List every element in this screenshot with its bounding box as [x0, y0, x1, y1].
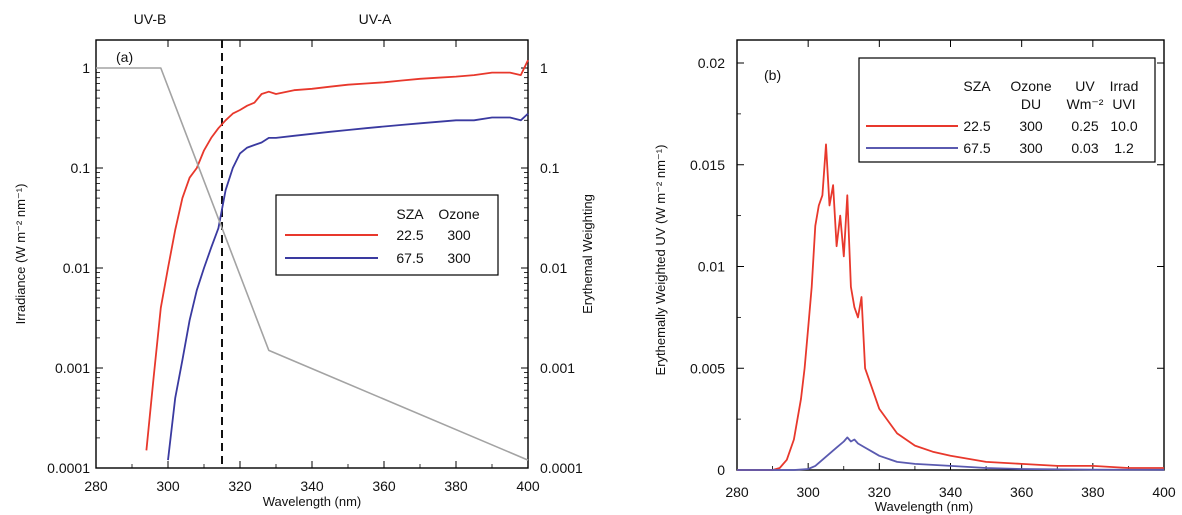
y-right-tick-label: 0.001	[540, 360, 575, 376]
series-group-b	[737, 143, 1165, 471]
legend-b: SZA Ozone UV Irrad DU Wm⁻² UVI 22.5 300 …	[858, 57, 1156, 163]
erythemal-uv-sza-22-5-line	[737, 143, 1164, 471]
legend-b-uvi-22-5: 10.0	[1110, 118, 1137, 134]
legend-b-uv-67-5: 0.03	[1071, 140, 1098, 156]
erythemal-weighting-line	[96, 67, 529, 461]
x-axis-label-b: Wavelength (nm)	[875, 499, 974, 514]
y-right-axis-label-a: Erythemal Weighting	[580, 194, 595, 314]
irradiance-sza-67-5-line	[167, 112, 529, 461]
x-tick-label: 340	[300, 478, 324, 494]
y-tick-label: 0.01	[698, 259, 725, 275]
legend-b-header-sza: SZA	[963, 78, 991, 94]
y-tick-labels-a: 0.0001 0.001 0.01 0.1 1	[47, 60, 90, 476]
y-right-tick-labels-a: 0.0001 0.001 0.01 0.1 1	[540, 60, 583, 476]
legend-b-ozone-67-5: 300	[1019, 140, 1043, 156]
x-tick-label: 380	[1081, 484, 1105, 500]
legend-sza-67-5: 67.5	[396, 250, 423, 266]
y-right-tick-label: 0.0001	[540, 460, 583, 476]
y-tick-label: 0.02	[698, 55, 725, 71]
y-tick-label: 0.001	[55, 360, 90, 376]
y-tick-label: 0.0001	[47, 460, 90, 476]
legend-header-ozone: Ozone	[438, 206, 479, 222]
x-tick-label: 360	[372, 478, 396, 494]
tick-marks-a	[95, 40, 529, 469]
x-tick-label: 320	[228, 478, 252, 494]
x-tick-label: 300	[796, 484, 820, 500]
x-tick-labels-b: 280 300 320 340 360 380 400	[725, 484, 1176, 500]
y-tick-label: 0.005	[690, 360, 725, 376]
irradiance-sza-22-5-line	[145, 59, 529, 451]
legend-ozone-22-5: 300	[447, 227, 471, 243]
erythemal-uv-sza-67-5-line	[737, 436, 1165, 471]
panel-label-a: (a)	[116, 49, 133, 65]
region-label-uvb: UV-B	[134, 11, 167, 27]
panel-b: (b) 0 0.005 0.01 0.015 0.02 280 300 320 340 360 3…	[653, 39, 1176, 514]
legend-b-uvi-67-5: 1.2	[1114, 140, 1134, 156]
x-tick-label: 280	[84, 478, 108, 494]
y-tick-label: 0	[717, 462, 725, 478]
x-tick-labels-a: 280 300 320 340 360 380 400	[84, 478, 540, 494]
panel-label-b: (b)	[764, 67, 781, 83]
legend-b-sza-22-5: 22.5	[963, 118, 990, 134]
y-axis-label-a: Irradiance (W m⁻² nm⁻¹)	[13, 184, 28, 325]
series-group-a	[96, 59, 529, 461]
region-label-uva: UV-A	[359, 11, 392, 27]
y-tick-label: 0.015	[690, 157, 725, 173]
legend-b-header-ozone: Ozone	[1010, 78, 1051, 94]
panel-a: UV-B UV-A (a) 0.0001 0.001 0.01 0.1 1 0.0001…	[13, 11, 595, 509]
legend-box-a	[275, 194, 499, 276]
y-right-tick-label: 0.01	[540, 260, 567, 276]
legend-box-b	[858, 57, 1156, 163]
y-axis-label-b: Erythemally Weighted UV (W m⁻² nm⁻¹)	[653, 145, 668, 376]
x-tick-label: 340	[939, 484, 963, 500]
x-tick-label: 380	[444, 478, 468, 494]
y-right-tick-label: 1	[540, 60, 548, 76]
y-tick-label: 1	[82, 60, 90, 76]
x-axis-label-a: Wavelength (nm)	[263, 494, 362, 509]
legend-ozone-67-5: 300	[447, 250, 471, 266]
x-tick-label: 320	[868, 484, 892, 500]
y-tick-labels-b: 0 0.005 0.01 0.015 0.02	[690, 55, 725, 478]
legend-b-header-du: DU	[1021, 96, 1041, 112]
x-tick-label: 300	[156, 478, 180, 494]
x-tick-label: 280	[725, 484, 749, 500]
legend-b-sza-67-5: 67.5	[963, 140, 990, 156]
legend-sza-22-5: 22.5	[396, 227, 423, 243]
legend-b-header-uv: UV	[1075, 78, 1095, 94]
legend-b-header-uvi: UVI	[1112, 96, 1135, 112]
legend-a: SZA Ozone 22.5 300 67.5 300	[275, 194, 499, 276]
legend-b-ozone-22-5: 300	[1019, 118, 1043, 134]
x-tick-label: 400	[1152, 484, 1176, 500]
legend-b-header-wm2: Wm⁻²	[1067, 96, 1104, 112]
x-tick-label: 400	[516, 478, 540, 494]
x-tick-label: 360	[1010, 484, 1034, 500]
y-tick-label: 0.01	[63, 260, 90, 276]
y-right-tick-label: 0.1	[540, 160, 560, 176]
legend-b-uv-22-5: 0.25	[1071, 118, 1098, 134]
y-tick-label: 0.1	[71, 160, 91, 176]
legend-header-sza: SZA	[396, 206, 424, 222]
legend-b-header-irrad: Irrad	[1110, 78, 1139, 94]
